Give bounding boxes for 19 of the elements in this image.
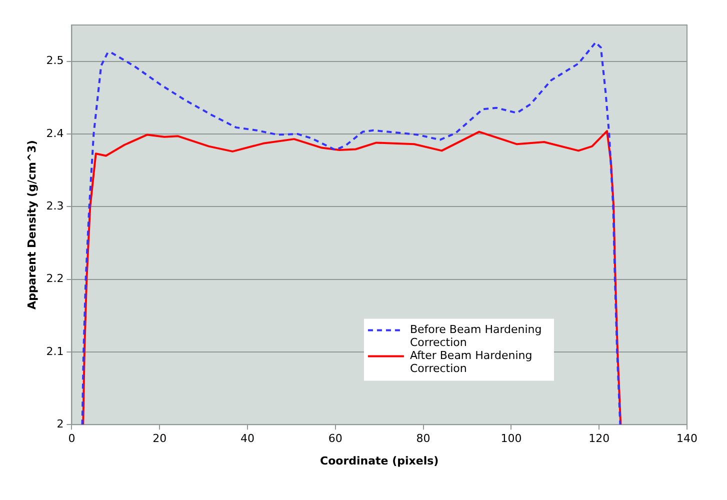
y-axis-title: Apparent Density (g/cm^3) xyxy=(25,140,38,310)
x-tick-label: 100 xyxy=(500,432,522,446)
legend-label: After Beam Hardening Correction xyxy=(410,349,532,376)
x-tick-label: 60 xyxy=(328,432,342,446)
y-tick-label: 2.5 xyxy=(46,54,64,68)
y-tick-label: 2 xyxy=(56,417,64,430)
x-tick-label: 20 xyxy=(152,432,167,446)
x-tick-label: 120 xyxy=(588,432,610,446)
y-tick-label: 2.2 xyxy=(46,272,64,286)
x-tick-label: 80 xyxy=(416,432,430,446)
legend-label: Before Beam Hardening Correction xyxy=(410,323,542,350)
y-tick-label: 2.1 xyxy=(46,344,64,358)
x-tick-label: 40 xyxy=(240,432,254,446)
line-series xyxy=(81,41,622,425)
y-tick-label: 2.3 xyxy=(46,199,64,212)
x-tick-label: 0 xyxy=(68,432,76,446)
x-tick-label: 140 xyxy=(676,432,698,446)
y-tick-label: 2.4 xyxy=(46,126,64,140)
x-axis-title: Coordinate (pixels) xyxy=(320,454,439,468)
